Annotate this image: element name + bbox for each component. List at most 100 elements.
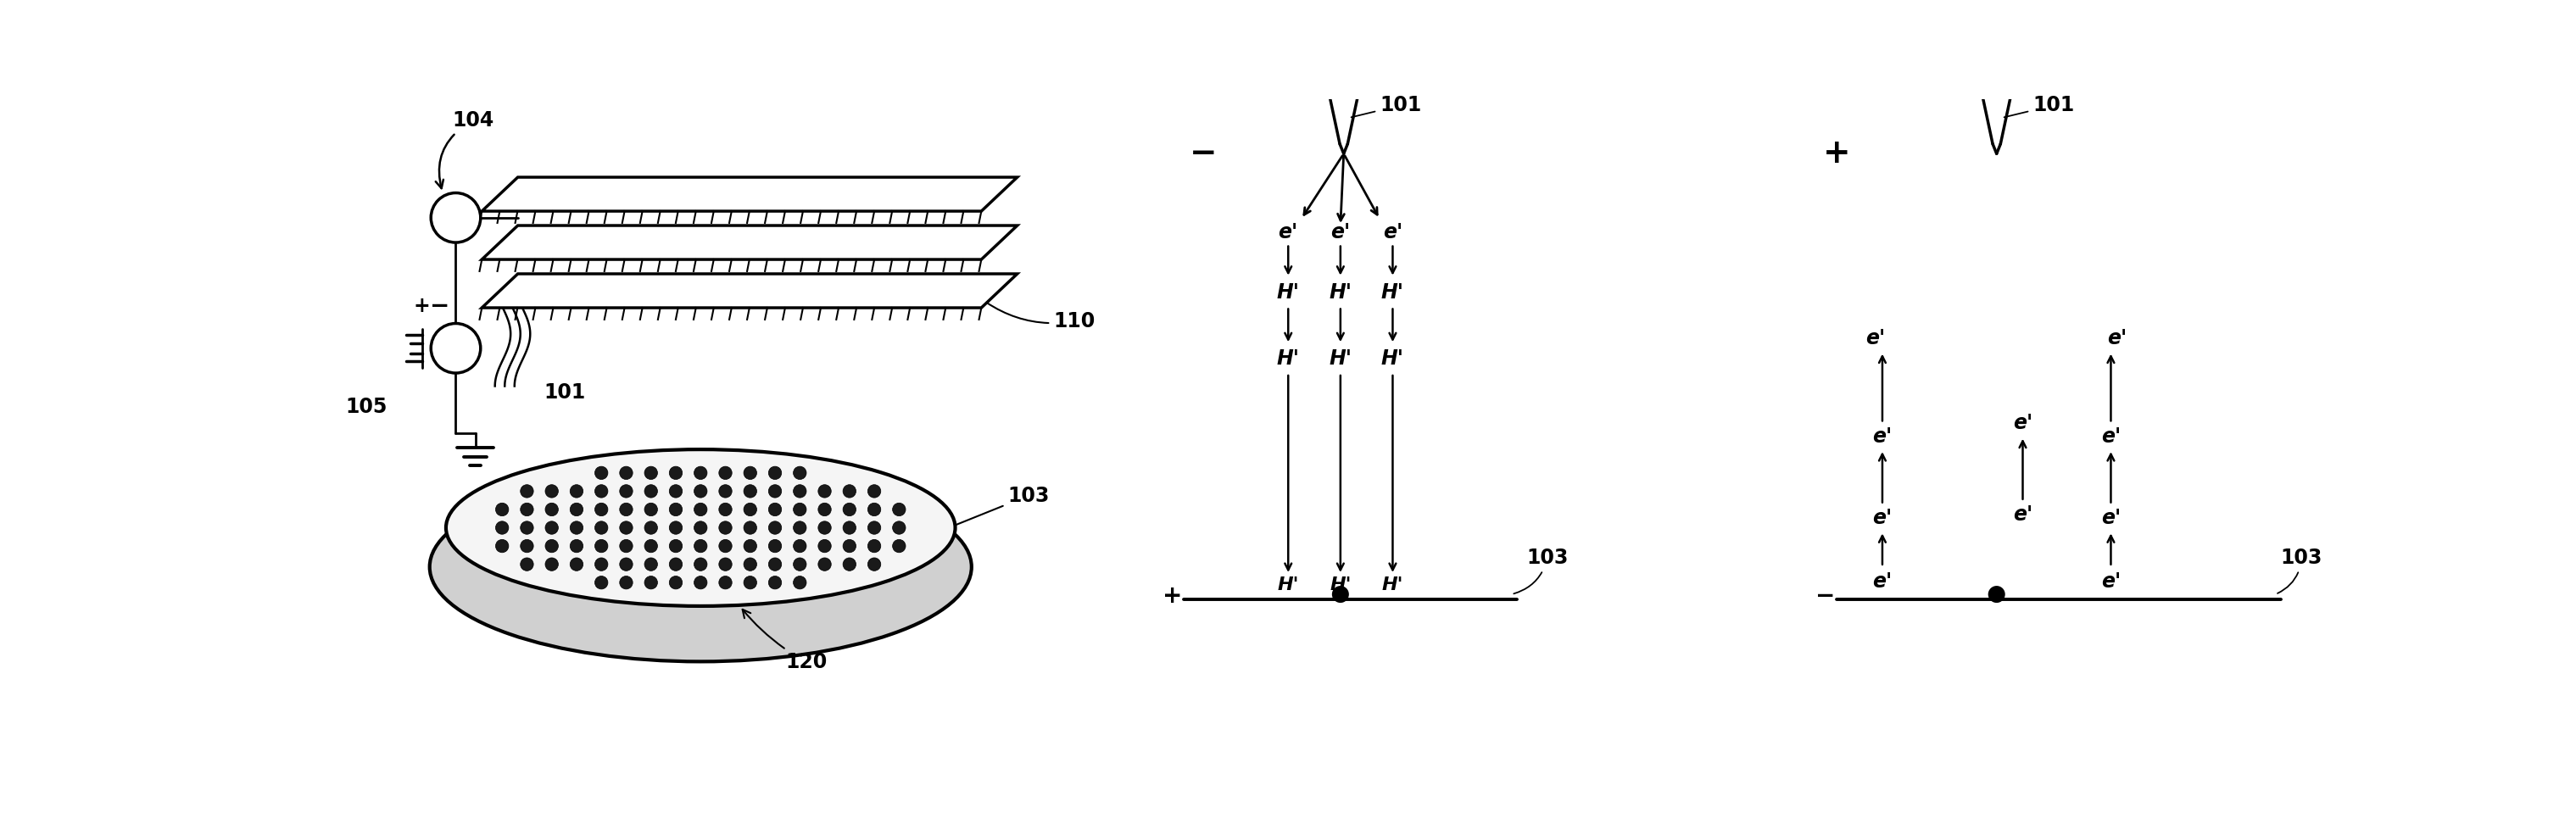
Circle shape (793, 503, 806, 516)
Text: −: − (1816, 584, 1837, 608)
Circle shape (569, 540, 582, 553)
Circle shape (868, 485, 881, 498)
Polygon shape (482, 226, 1018, 260)
Circle shape (595, 503, 608, 516)
Text: e': e' (1383, 222, 1401, 242)
Circle shape (842, 485, 855, 498)
Text: H': H' (1278, 282, 1301, 302)
Circle shape (793, 522, 806, 534)
Circle shape (670, 503, 683, 516)
Circle shape (693, 540, 708, 553)
Circle shape (793, 576, 806, 589)
Text: e': e' (1278, 222, 1298, 242)
Circle shape (621, 558, 634, 571)
Circle shape (644, 558, 657, 571)
Circle shape (495, 522, 507, 534)
Text: H': H' (1329, 282, 1352, 302)
Circle shape (1332, 586, 1350, 603)
Circle shape (719, 558, 732, 571)
Circle shape (621, 522, 634, 534)
Circle shape (520, 558, 533, 571)
Circle shape (1989, 586, 2004, 603)
Circle shape (768, 576, 781, 589)
Circle shape (719, 576, 732, 589)
Circle shape (842, 558, 855, 571)
Circle shape (744, 503, 757, 516)
Text: 105: 105 (345, 397, 386, 417)
Circle shape (719, 466, 732, 480)
Text: 103: 103 (2277, 547, 2324, 593)
Circle shape (644, 503, 657, 516)
Text: e': e' (1873, 571, 1893, 592)
Circle shape (546, 522, 559, 534)
Circle shape (868, 558, 881, 571)
Text: e': e' (1332, 222, 1350, 242)
Circle shape (744, 540, 757, 553)
Text: H': H' (1381, 577, 1404, 593)
Text: H': H' (1329, 349, 1352, 369)
Circle shape (670, 485, 683, 498)
Circle shape (693, 485, 708, 498)
Circle shape (520, 522, 533, 534)
Circle shape (868, 522, 881, 534)
Circle shape (768, 540, 781, 553)
Circle shape (768, 466, 781, 480)
Circle shape (595, 485, 608, 498)
Circle shape (546, 558, 559, 571)
Circle shape (644, 485, 657, 498)
Text: −: − (430, 294, 448, 318)
Circle shape (644, 576, 657, 589)
Text: H': H' (1381, 282, 1404, 302)
Circle shape (793, 540, 806, 553)
Circle shape (842, 503, 855, 516)
Circle shape (768, 503, 781, 516)
Text: e': e' (2012, 413, 2032, 433)
Text: 104: 104 (435, 110, 495, 189)
Circle shape (569, 503, 582, 516)
Circle shape (495, 540, 507, 553)
Text: 101: 101 (544, 382, 585, 403)
Text: e': e' (2102, 426, 2120, 447)
Circle shape (569, 522, 582, 534)
Circle shape (819, 540, 832, 553)
Circle shape (793, 466, 806, 480)
Text: e': e' (1865, 328, 1886, 349)
Circle shape (693, 558, 708, 571)
Circle shape (719, 522, 732, 534)
Circle shape (719, 503, 732, 516)
Circle shape (621, 576, 634, 589)
Circle shape (768, 522, 781, 534)
Circle shape (719, 540, 732, 553)
Circle shape (793, 558, 806, 571)
Circle shape (670, 522, 683, 534)
Circle shape (693, 466, 708, 480)
Circle shape (520, 503, 533, 516)
Text: e': e' (2102, 508, 2120, 528)
Circle shape (595, 540, 608, 553)
Circle shape (819, 485, 832, 498)
Text: H': H' (1278, 349, 1301, 369)
Circle shape (744, 485, 757, 498)
Circle shape (595, 558, 608, 571)
Text: e': e' (2102, 571, 2120, 592)
Text: e': e' (1873, 508, 1893, 528)
Circle shape (430, 193, 482, 242)
Circle shape (495, 503, 507, 516)
Circle shape (891, 503, 907, 516)
Text: 110: 110 (987, 302, 1095, 331)
Circle shape (670, 576, 683, 589)
Circle shape (891, 522, 907, 534)
Text: H': H' (1329, 577, 1352, 593)
Circle shape (842, 522, 855, 534)
Circle shape (868, 503, 881, 516)
Circle shape (670, 466, 683, 480)
Circle shape (819, 503, 832, 516)
Circle shape (595, 576, 608, 589)
Ellipse shape (430, 472, 971, 662)
Circle shape (430, 324, 482, 373)
Circle shape (621, 466, 634, 480)
Circle shape (546, 540, 559, 553)
Circle shape (744, 576, 757, 589)
Polygon shape (482, 177, 1018, 211)
Circle shape (546, 503, 559, 516)
